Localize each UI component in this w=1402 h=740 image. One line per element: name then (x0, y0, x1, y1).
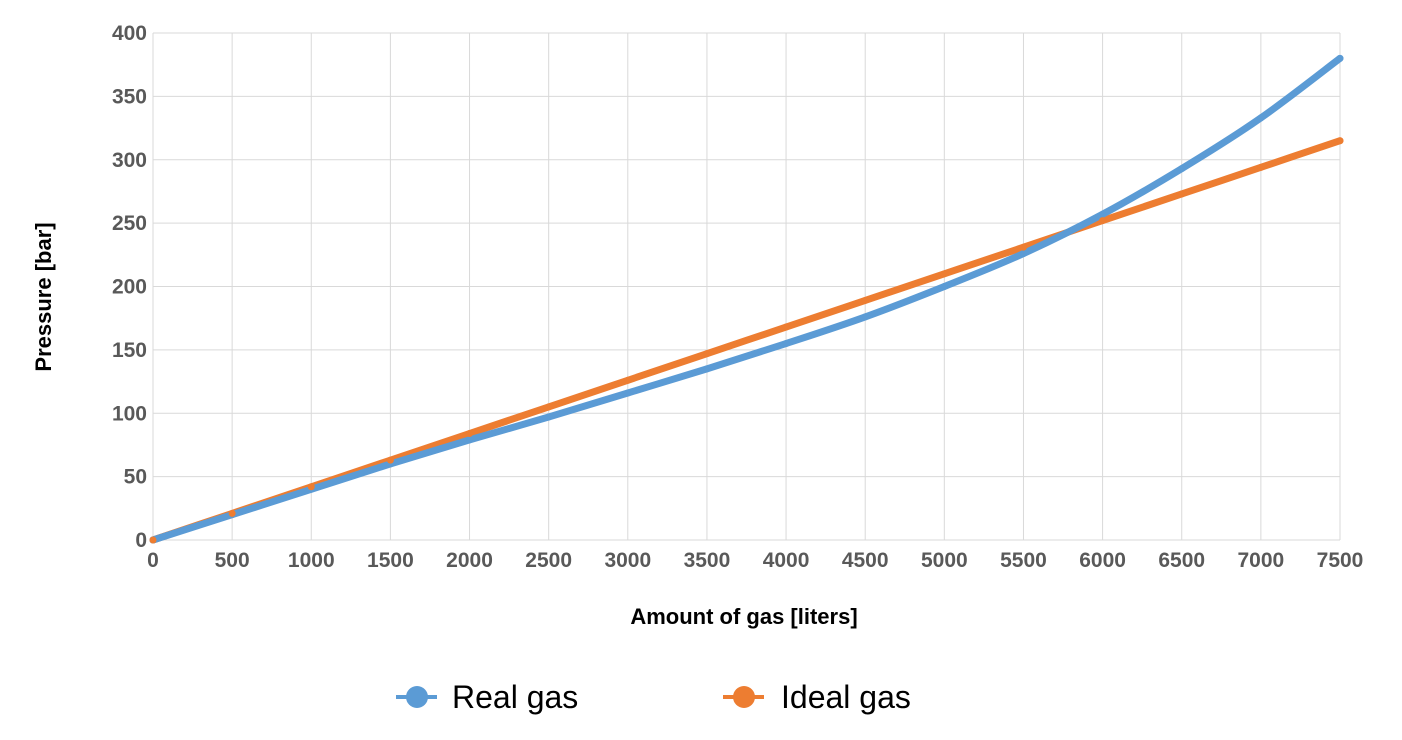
y-tick-label: 0 (135, 529, 147, 552)
x-tick-label: 6500 (1158, 549, 1205, 572)
legend: Real gas Ideal gas (396, 679, 911, 715)
y-tick-label: 100 (112, 402, 147, 425)
point-real-gas (861, 313, 869, 321)
x-tick-label: 3000 (604, 549, 651, 572)
x-tick-label: 3500 (684, 549, 731, 572)
point-ideal-gas (624, 376, 632, 384)
x-axis-title: Amount of gas [liters] (630, 604, 857, 629)
point-ideal-gas (149, 536, 157, 544)
y-tick-label: 350 (112, 85, 147, 108)
y-tick-label: 250 (112, 212, 147, 235)
y-tick-label: 400 (112, 22, 147, 45)
point-ideal-gas (940, 270, 948, 278)
legend-item-real-gas: Real gas (396, 679, 578, 715)
point-ideal-gas (1178, 190, 1186, 198)
point-ideal-gas (307, 483, 315, 491)
legend-item-ideal-gas: Ideal gas (723, 679, 911, 715)
point-real-gas (1178, 165, 1186, 173)
point-ideal-gas (1019, 243, 1027, 251)
point-ideal-gas (386, 456, 394, 464)
point-real-gas (545, 413, 553, 421)
point-ideal-gas (861, 296, 869, 304)
x-tick-label: 4000 (763, 549, 810, 572)
x-axis-ticks: 0 500 1000 1500 2000 2500 3000 3500 4000 4500 5000… (147, 549, 1363, 572)
legend-swatch-marker-real-gas (406, 686, 428, 708)
x-tick-label: 5500 (1000, 549, 1047, 572)
point-ideal-gas (703, 350, 711, 358)
point-real-gas (466, 436, 474, 444)
x-tick-label: 7500 (1317, 549, 1364, 572)
point-real-gas (1257, 114, 1265, 122)
legend-label-ideal-gas: Ideal gas (781, 679, 911, 715)
point-ideal-gas (782, 323, 790, 331)
legend-swatch-marker-ideal-gas (733, 686, 755, 708)
legend-label-real-gas: Real gas (452, 679, 578, 715)
point-ideal-gas (1099, 217, 1107, 225)
point-real-gas (1099, 210, 1107, 218)
point-ideal-gas (228, 509, 236, 517)
series-lines (149, 54, 1344, 544)
x-tick-label: 4500 (842, 549, 889, 572)
x-tick-label: 6000 (1079, 549, 1126, 572)
x-tick-label: 1000 (288, 549, 335, 572)
point-real-gas (782, 340, 790, 348)
y-axis-title: Pressure [bar] (31, 222, 56, 371)
series-line-real-gas (149, 54, 1344, 544)
x-tick-label: 7000 (1238, 549, 1285, 572)
y-tick-label: 150 (112, 339, 147, 362)
x-tick-label: 1500 (367, 549, 414, 572)
y-tick-label: 200 (112, 276, 147, 299)
point-ideal-gas (1336, 137, 1344, 145)
grid (152, 32, 1341, 541)
x-tick-label: 0 (147, 549, 159, 572)
x-tick-label: 2000 (446, 549, 493, 572)
point-ideal-gas (1257, 163, 1265, 171)
x-tick-label: 500 (215, 549, 250, 572)
point-real-gas (1019, 250, 1027, 258)
point-real-gas (1336, 54, 1344, 62)
x-tick-label: 2500 (525, 549, 572, 572)
x-tick-label: 5000 (921, 549, 968, 572)
point-ideal-gas (545, 403, 553, 411)
point-real-gas (940, 283, 948, 290)
y-tick-label: 50 (124, 466, 147, 489)
point-real-gas (624, 389, 632, 397)
point-real-gas (703, 365, 711, 373)
point-ideal-gas (466, 430, 474, 438)
y-tick-label: 300 (112, 149, 147, 172)
y-axis-ticks: 0 50 100 150 200 250 300 350 400 (112, 22, 147, 552)
